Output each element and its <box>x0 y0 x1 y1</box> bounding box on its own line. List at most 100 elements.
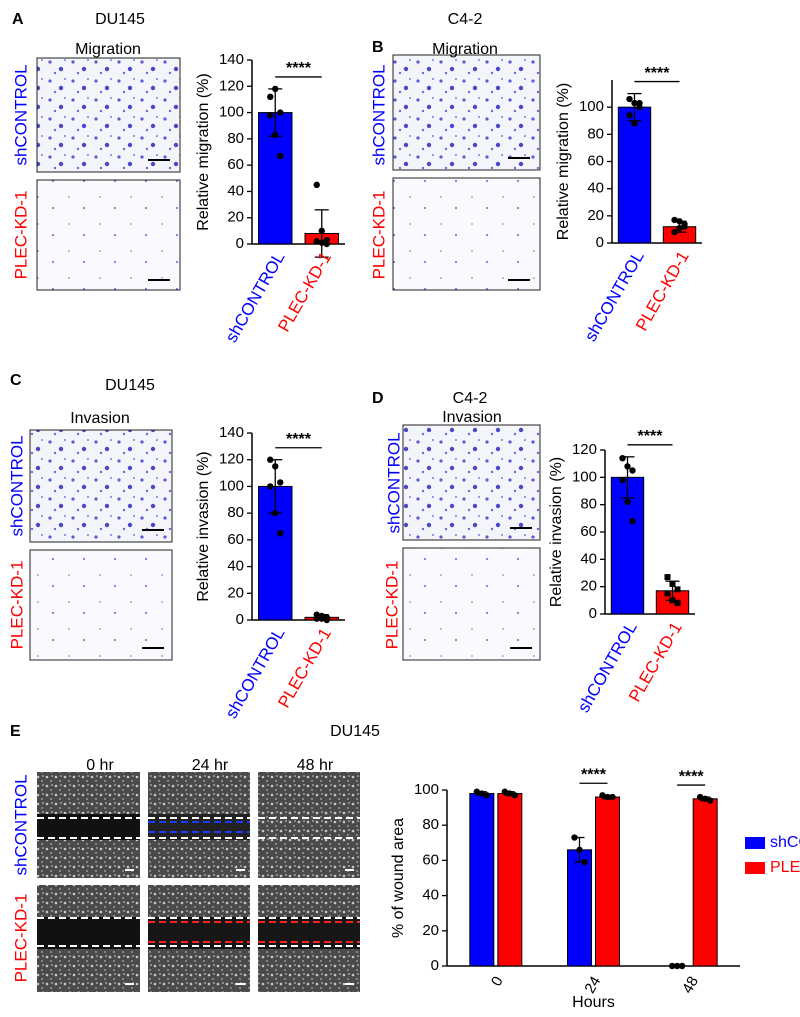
row-label: PLEC-KD-1 <box>11 894 30 983</box>
y-tick-label: 40 <box>580 550 597 567</box>
x-axis-label: Hours <box>572 994 615 1011</box>
legend-label: PLEC-KD-1 <box>770 859 800 876</box>
panel-title: C4-2 <box>448 11 483 28</box>
y-tick-label: 100 <box>579 98 604 115</box>
image-title: Migration <box>75 41 141 58</box>
y-tick-label: 20 <box>422 922 439 939</box>
panel-title: C4-2 <box>453 390 488 407</box>
data-point <box>323 616 330 624</box>
data-point <box>669 580 676 587</box>
significance-label: **** <box>638 428 664 445</box>
data-point <box>473 788 481 795</box>
data-point <box>478 790 486 797</box>
panel-letter: B <box>372 39 384 56</box>
data-point <box>506 790 514 797</box>
data-point <box>676 218 683 225</box>
panel-letter: C <box>10 372 22 389</box>
data-point <box>674 600 681 607</box>
bar <box>567 849 592 967</box>
panel-letter: A <box>12 11 24 28</box>
data-point <box>629 517 636 525</box>
data-point <box>678 962 686 970</box>
micrograph <box>29 549 173 661</box>
significance-label: **** <box>286 431 312 448</box>
data-point <box>619 455 626 462</box>
bar <box>692 798 718 967</box>
panel-letter: E <box>10 723 21 740</box>
y-axis-label: Relative migration (%) <box>195 73 212 230</box>
data-point <box>277 152 284 160</box>
data-point <box>626 112 633 119</box>
y-axis-label: Relative invasion (%) <box>195 451 212 601</box>
row-label: shCONTROL <box>11 774 30 875</box>
wound-images <box>37 772 360 992</box>
row-label: PLEC-KD-1 <box>7 561 26 650</box>
y-tick-label: 60 <box>587 152 604 169</box>
data-point <box>277 529 284 537</box>
data-point <box>604 793 611 801</box>
y-tick-label: 80 <box>227 504 244 521</box>
data-point <box>706 797 714 804</box>
data-point <box>671 228 678 236</box>
data-point <box>664 590 671 597</box>
y-tick-label: 0 <box>236 611 244 628</box>
data-point <box>571 834 578 841</box>
significance-label: **** <box>679 768 705 785</box>
data-point <box>676 224 683 232</box>
x-tick-label: shCONTROL <box>222 249 289 346</box>
y-tick-label: 140 <box>219 51 244 68</box>
significance-label: **** <box>286 60 312 77</box>
image-title: Migration <box>432 41 498 58</box>
data-point <box>609 793 616 801</box>
y-tick-label: 80 <box>580 496 597 513</box>
y-tick-label: 20 <box>227 584 244 601</box>
bar <box>595 796 620 967</box>
image-title: 0 hr <box>86 757 114 774</box>
y-axis-label: Relative invasion (%) <box>548 457 565 607</box>
y-tick-label: 0 <box>596 234 604 251</box>
x-tick-label: 24 <box>581 973 604 996</box>
data-point <box>267 112 274 119</box>
y-tick-label: 40 <box>227 182 244 199</box>
y-tick-label: 80 <box>422 816 439 833</box>
data-point <box>277 109 284 116</box>
micrograph <box>392 54 541 171</box>
y-tick-label: 20 <box>227 209 244 226</box>
x-tick-label: shCONTROL <box>574 619 641 716</box>
row-label: PLEC-KD-1 <box>369 191 388 280</box>
micrograph <box>402 424 541 541</box>
x-tick-label: shCONTROL <box>581 248 648 345</box>
data-point <box>267 483 274 490</box>
data-point <box>671 216 678 224</box>
significance-label: **** <box>581 766 607 783</box>
y-tick-label: 100 <box>219 477 244 494</box>
image-title: 24 hr <box>192 757 229 774</box>
data-point <box>626 95 633 103</box>
bar <box>497 793 523 967</box>
data-point <box>323 240 330 248</box>
y-tick-label: 100 <box>219 104 244 121</box>
y-axis-label: Relative migration (%) <box>555 83 572 240</box>
image-title: Invasion <box>442 409 502 426</box>
micrograph <box>402 547 541 661</box>
data-point <box>674 586 681 593</box>
data-point <box>267 456 274 463</box>
data-point <box>272 85 279 93</box>
y-tick-label: 120 <box>219 77 244 94</box>
y-tick-label: 60 <box>227 531 244 548</box>
data-point <box>318 239 325 246</box>
legend-swatch <box>745 837 765 849</box>
y-tick-label: 60 <box>422 851 439 868</box>
data-point <box>318 227 325 235</box>
micrograph <box>36 179 181 291</box>
image-title: 48 hr <box>297 757 334 774</box>
data-point <box>599 792 606 799</box>
x-tick-label: 48 <box>679 973 702 996</box>
data-point <box>668 962 676 970</box>
data-point <box>511 792 519 799</box>
data-point <box>701 795 709 802</box>
data-point <box>624 463 631 470</box>
panel-title: DU145 <box>95 11 145 28</box>
data-point <box>277 479 284 486</box>
